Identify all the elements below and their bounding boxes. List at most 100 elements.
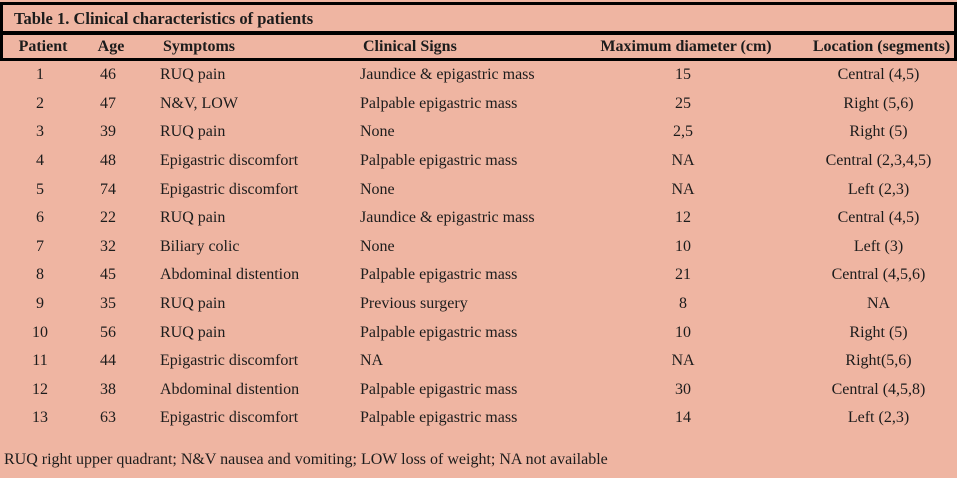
table-cell: 21 [675,266,691,284]
table-cell: 13 [32,409,48,427]
table-cell: 10 [675,323,691,341]
table-cell: NA [671,352,695,370]
table-cell: Right (5,6) [843,94,914,112]
table-cell: Palpable epigastric mass [360,380,518,398]
table-row: 8 45 Abdominal distention Palpable epigastr… [0,261,957,290]
table-cell: 9 [36,295,44,313]
table-cell: N&V, LOW [160,94,238,112]
table-cell: Jaundice & epigastric mass [360,66,535,84]
table-cell: 39 [100,123,116,141]
table-row: 3 39 RUQ pain None 2,5 Right (5) [0,118,957,147]
table-cell: None [360,237,395,255]
table-cell: 35 [100,295,116,313]
table-row: 7 32 Biliary colic None 10 Left (3) [0,233,957,262]
table-cell: Right(5,6) [845,352,912,370]
table-cell: Palpable epigastric mass [360,323,518,341]
column-header-symptoms: Symptoms [163,37,236,55]
table-cell: None [360,123,395,141]
table-cell: None [360,180,395,198]
table-cell: 8 [679,295,687,313]
table-cell: Biliary colic [160,237,240,255]
table-cell: 45 [100,266,116,284]
table-cell: Palpable epigastric mass [360,152,518,170]
column-header-location: Location (segments) [812,37,951,55]
table-cell: RUQ pain [160,123,226,141]
column-header-clinical-signs: Clinical Signs [363,37,457,55]
table-cell: Epigastric discomfort [160,409,299,427]
table-cell: Palpable epigastric mass [360,409,518,427]
column-header-patient: Patient [18,37,68,55]
table-row: 11 44 Epigastric discomfort NA NA Right(5,6) [0,347,957,376]
table-header-row: Patient Age Symptoms Clinical Signs Maxi… [3,35,954,58]
table-row: 2 47 N&V, LOW Palpable epigastric mass 25 Rig… [0,90,957,119]
table-cell: Abdominal distention [160,380,300,398]
table-cell: NA [866,295,891,313]
column-header-maximum-diameter: Maximum diameter (cm) [600,37,772,55]
table-cell: NA [360,352,384,370]
table-cell: 32 [100,237,116,255]
table-cell: 44 [100,352,116,370]
table-cell: RUQ pain [160,209,226,227]
table-cell: Abdominal distention [160,266,300,284]
table-cell: 1 [36,66,44,84]
table-cell: 2 [36,94,44,112]
table-cell: 48 [100,152,116,170]
table-cell: 47 [100,94,116,112]
table-cell: 10 [675,237,691,255]
table-row: 4 48 Epigastric discomfort Palpable epigast… [0,147,957,176]
table-cell: Epigastric discomfort [160,180,299,198]
table-cell: Left (2,3) [847,180,910,198]
table-cell: NA [671,152,695,170]
table-cell: 8 [36,266,44,284]
table-cell: Left (3) [853,237,904,255]
table-cell: 12 [32,380,48,398]
table-cell: 12 [675,209,691,227]
table-cell: 5 [36,180,44,198]
table-cell: 14 [675,409,691,427]
table-cell: Right (5) [849,323,908,341]
column-header-age: Age [97,37,125,55]
table-cell: 10 [32,323,48,341]
table-head-section: Table 1. Clinical characteristics of pat… [0,2,957,61]
title-divider-rule [3,31,954,35]
table-cell: 6 [36,209,44,227]
table-row: 13 63 Epigastric discomfort Palpable epigas… [0,404,957,433]
table-row: 5 74 Epigastric discomfort None NA Left (2,3) [0,175,957,204]
table-title: Table 1. Clinical characteristics of pat… [14,9,314,28]
table-cell: Palpable epigastric mass [360,266,518,284]
table-cell: RUQ pain [160,295,226,313]
table-cell: 38 [100,380,116,398]
table-cell: 30 [675,380,691,398]
table-cell: Central (4,5,6) [831,266,926,284]
table-cell: Epigastric discomfort [160,352,299,370]
table-cell: 46 [100,66,116,84]
table-cell: 63 [100,409,116,427]
table-cell: RUQ pain [160,66,226,84]
table-row: 9 35 RUQ pain Previous surgery 8 NA [0,290,957,319]
table-cell: Palpable epigastric mass [360,94,518,112]
table-cell: 25 [675,94,691,112]
table-cell: Right (5) [849,123,908,141]
table-cell: Central (2,3,4,5) [825,152,932,170]
table-cell: Central (4,5,8) [831,380,926,398]
table-cell: Central (4,5) [837,209,920,227]
table-cell: 15 [675,66,691,84]
table-cell: Left (2,3) [847,409,910,427]
table-cell: Jaundice & epigastric mass [360,209,535,227]
table-cell: 2,5 [673,123,693,141]
table-cell: 74 [100,180,116,198]
table-cell: NA [671,180,695,198]
table-cell: 3 [36,123,44,141]
table-cell: 7 [36,237,44,255]
table-cell: Central (4,5) [837,66,920,84]
table-row: 12 38 Abdominal distention Palpable epigast… [0,376,957,405]
table-row: 10 56 RUQ pain Palpable epigastric mass 10 Ri… [0,318,957,347]
table-cell: Previous surgery [360,295,468,313]
table-cell: 11 [32,352,48,370]
table-footnote: RUQ right upper quadrant; N&V nausea and… [4,450,608,468]
table-cell: Epigastric discomfort [160,152,299,170]
table-cell: RUQ pain [160,323,226,341]
table-body: 1 46 RUQ pain Jaundice & epigastric mass 15 C… [0,61,957,433]
table-cell: 4 [36,152,44,170]
